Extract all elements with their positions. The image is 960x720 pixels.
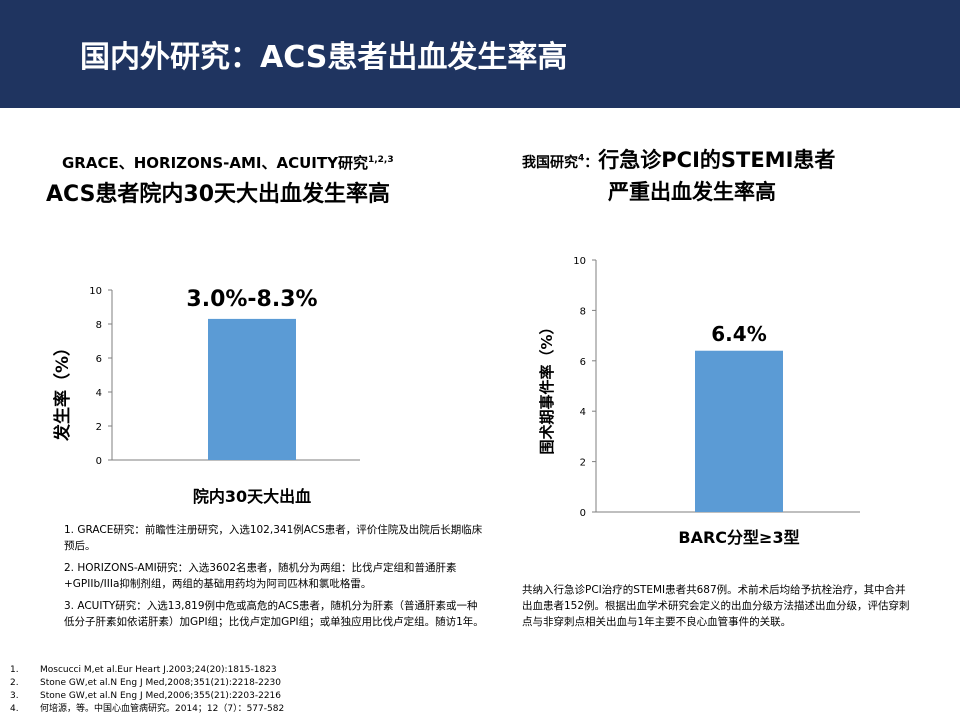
left-study-notes: 1. GRACE研究：前瞻性注册研究，入选102,341例ACS患者，评价住院及… [64,522,486,630]
left-chart-title-line2: ACS患者院内30天大出血发生率高 [46,182,391,207]
right-y-tick-label: 4 [580,407,586,418]
left-chart-title-citation: 1,2,3 [367,155,394,165]
right-chart-title-citation: 4 [578,153,585,164]
right-y-tick-label: 10 [573,256,586,267]
right-bar-chart: 围术期事件率（%） 0 2 4 6 8 10 6.4% BARC分型≥3型 [538,256,860,547]
right-y-tick-label: 6 [580,357,586,368]
right-chart-title-line2: 严重出血发生率高 [608,180,776,204]
left-y-tick-label: 2 [96,422,102,433]
left-bar [208,318,296,460]
left-y-tick-label: 8 [96,320,102,331]
left-x-category-label: 院内30天大出血 [193,487,311,506]
reference-number: 1. [10,665,19,675]
note-grace: 1. GRACE研究：前瞻性注册研究，入选102,341例ACS患者，评价住院及… [64,524,483,552]
right-chart-title-main: 行急诊PCI的STEMI患者 [598,148,836,172]
left-y-tick-label: 6 [96,354,102,365]
left-y-tick-label: 0 [96,456,102,467]
left-chart-title-line1: GRACE、HORIZONS-AMI、ACUITY研究1,2,3 [62,152,394,173]
reference-item: 1. Moscucci M,et al.Eur Heart J.2003;24(2… [10,664,277,676]
left-chart-title-text: GRACE、HORIZONS-AMI、ACUITY研究 [62,154,368,172]
right-y-tick-label: 8 [580,306,586,317]
right-study-note: 共纳入行急诊PCI治疗的STEMI患者共687例。术前术后均给予抗栓治疗，其中合… [522,584,910,628]
slide-title: 国内外研究：ACS患者出血发生率高 [80,40,568,75]
note-horizons-ami: 2. HORIZONS-AMI研究：入选3602名患者，随机分为两组：比伐卢定组… [64,562,457,590]
right-chart-title-line1: 我国研究4：行急诊PCI的STEMI患者 [522,144,835,174]
reference-number: 2. [10,678,19,688]
reference-number: 4. [10,704,19,714]
right-y-tick-label: 2 [580,458,586,469]
left-y-tick-label: 4 [96,388,102,399]
note-acuity: 3. ACUITY研究：入选13,819例中危或高危的ACS患者，随机分为肝素（… [64,600,484,628]
title-bar: 国内外研究：ACS患者出血发生率高 [0,0,960,108]
right-value-label: 6.4% [711,322,766,346]
reference-item: 4. 何培源，等。中国心血管病研究。2014；12（7）：577-582 [10,703,284,715]
reference-number: 3. [10,691,19,701]
left-value-label: 3.0%-8.3% [186,287,317,312]
reference-item: 2. Stone GW,et al.N Eng J Med,2008;351(21… [10,677,281,689]
right-bar [695,350,783,512]
reference-text: Stone GW,et al.N Eng J Med,2008;351(21):… [40,678,282,688]
reference-text: Moscucci M,et al.Eur Heart J.2003;24(20)… [40,665,277,675]
left-y-tick-label: 10 [89,286,102,297]
right-chart-title-colon: ： [584,155,599,171]
right-chart-title-prefix: 我国研究 [522,155,578,171]
reference-item: 3. Stone GW,et al.N Eng J Med,2006;355(21… [10,690,281,702]
right-y-tick-label: 0 [580,508,586,519]
reference-text: Stone GW,et al.N Eng J Med,2006;355(21):… [40,691,282,701]
reference-text: 何培源，等。中国心血管病研究。2014；12（7）：577-582 [40,704,285,714]
left-y-axis-label: 发生率（%） [52,339,73,442]
right-y-axis-label: 围术期事件率（%） [538,319,556,454]
left-bar-chart: 发生率（%） 0 2 4 6 8 10 3.0%-8.3% 院内30天大出血 [52,286,360,506]
right-x-category-label: BARC分型≥3型 [678,528,799,547]
